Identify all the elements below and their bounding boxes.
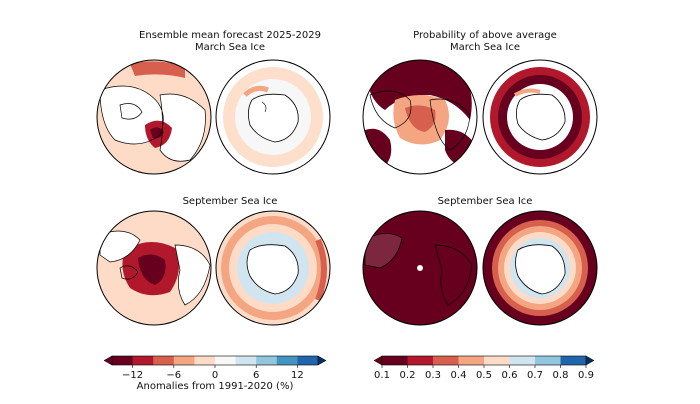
land-antarctica xyxy=(246,244,299,295)
colorbar-bin xyxy=(235,356,257,365)
colorbar-bin xyxy=(112,356,133,365)
colorbar-bin xyxy=(433,356,459,365)
coastline xyxy=(369,90,471,151)
map-frame xyxy=(362,210,478,326)
map-frame xyxy=(215,210,331,326)
colorbar-bin xyxy=(509,356,536,365)
map-march-prob-antarctic xyxy=(483,60,597,174)
colorbar-tick-label: −6 xyxy=(166,370,181,381)
coastline-island xyxy=(119,265,139,280)
colorbar-tick-label: 0.6 xyxy=(502,370,518,381)
colorbar-bin xyxy=(276,356,298,365)
colorbar-bin xyxy=(407,356,434,365)
anomaly-core xyxy=(138,254,166,285)
map-sep-anomaly-arctic xyxy=(97,211,211,325)
colorbar-bin xyxy=(256,356,278,365)
colorbar-tick-label: 0.4 xyxy=(451,370,467,381)
colorbar-bin xyxy=(132,356,154,365)
title-right-sep: September Sea Ice xyxy=(437,196,533,207)
colorbar-bin xyxy=(535,356,561,365)
colorbar-tick-label: 0.9 xyxy=(578,370,594,381)
colorbar-probability: 0.1 0.2 0.3 0.4 0.5 0.6 0.7 0.8 0.9 xyxy=(373,355,595,381)
map-frame xyxy=(482,210,598,326)
land-eurasia xyxy=(160,94,206,162)
coastline xyxy=(99,85,206,162)
colorbar-anomalies: −12 −6 0 6 12 xyxy=(103,355,327,381)
land-north-america xyxy=(100,231,140,262)
colorbar-tick-label: 0.1 xyxy=(374,370,390,381)
map-frame xyxy=(96,210,212,326)
title-right-line1: Probability of above average xyxy=(413,30,557,41)
colorbar-bin xyxy=(173,356,195,365)
title-left-line2: March Sea Ice xyxy=(194,42,266,53)
map-march-anomaly-arctic xyxy=(97,60,211,174)
coastline-island xyxy=(119,103,143,120)
prob-arc xyxy=(514,88,541,97)
map-march-prob-arctic xyxy=(363,60,477,174)
colorbar-tick-label: 0.5 xyxy=(476,370,492,381)
prob-high-north xyxy=(365,60,472,120)
colorbar-arrow-max xyxy=(317,355,327,366)
map-march-anomaly-antarctic xyxy=(216,60,330,174)
colorbar-tick-label: 0.2 xyxy=(400,370,416,381)
colorbar-tick-label: −12 xyxy=(122,370,143,381)
colorbar-arrow-min xyxy=(373,355,383,366)
colorbar-tick-label: 0.8 xyxy=(553,370,569,381)
title-left-line1: Ensemble mean forecast 2025-2029 xyxy=(139,30,321,41)
colorbar-arrow-min xyxy=(103,355,113,366)
map-frame xyxy=(96,59,212,175)
land-antarctica xyxy=(248,93,299,143)
colorbar-tick-label: 6 xyxy=(253,370,259,381)
coastline xyxy=(99,230,211,306)
north-pole-marker xyxy=(417,265,423,271)
colorbar-bin xyxy=(153,356,175,365)
anomaly-arc-east xyxy=(315,238,327,302)
colorbar-anomalies-label: Anomalies from 1991-2020 (%) xyxy=(136,381,294,392)
prob-patch xyxy=(405,105,436,132)
colorbar-tick-label: 0.3 xyxy=(425,370,441,381)
colorbar-bin xyxy=(560,356,587,365)
colorbar-tick-label: 0 xyxy=(212,370,218,381)
anomaly-band-north xyxy=(130,61,185,78)
map-frame xyxy=(362,59,478,175)
colorbar-bin xyxy=(194,356,216,365)
land-antarctica xyxy=(515,244,566,295)
coastline xyxy=(364,233,473,306)
title-right-top: Probability of above average March Sea I… xyxy=(375,30,595,54)
title-left-top: Ensemble mean forecast 2025-2029 March S… xyxy=(120,30,340,54)
colorbar-bin xyxy=(297,356,319,365)
land-antarctica xyxy=(516,93,566,141)
anomaly-core xyxy=(150,127,164,139)
anomaly-arc xyxy=(243,85,269,97)
map-sep-anomaly-antarctic xyxy=(216,211,330,325)
colorbar-bin xyxy=(484,356,510,365)
colorbar-arrow-max xyxy=(585,355,595,366)
map-sep-prob-arctic xyxy=(363,211,477,325)
colorbar-bin xyxy=(382,356,408,365)
land-north-america xyxy=(365,233,402,268)
map-sep-prob-antarctic xyxy=(483,211,597,325)
map-frame xyxy=(215,59,331,175)
colorbar-bin xyxy=(458,356,485,365)
colorbar-bin xyxy=(215,356,236,365)
title-right-line2: March Sea Ice xyxy=(449,42,521,53)
colorbar-tick-label: 12 xyxy=(291,370,304,381)
map-frame xyxy=(482,59,598,175)
coastline-detail xyxy=(261,101,267,113)
title-left-sep: September Sea Ice xyxy=(182,196,278,207)
colorbar-tick-label: 0.7 xyxy=(527,370,543,381)
